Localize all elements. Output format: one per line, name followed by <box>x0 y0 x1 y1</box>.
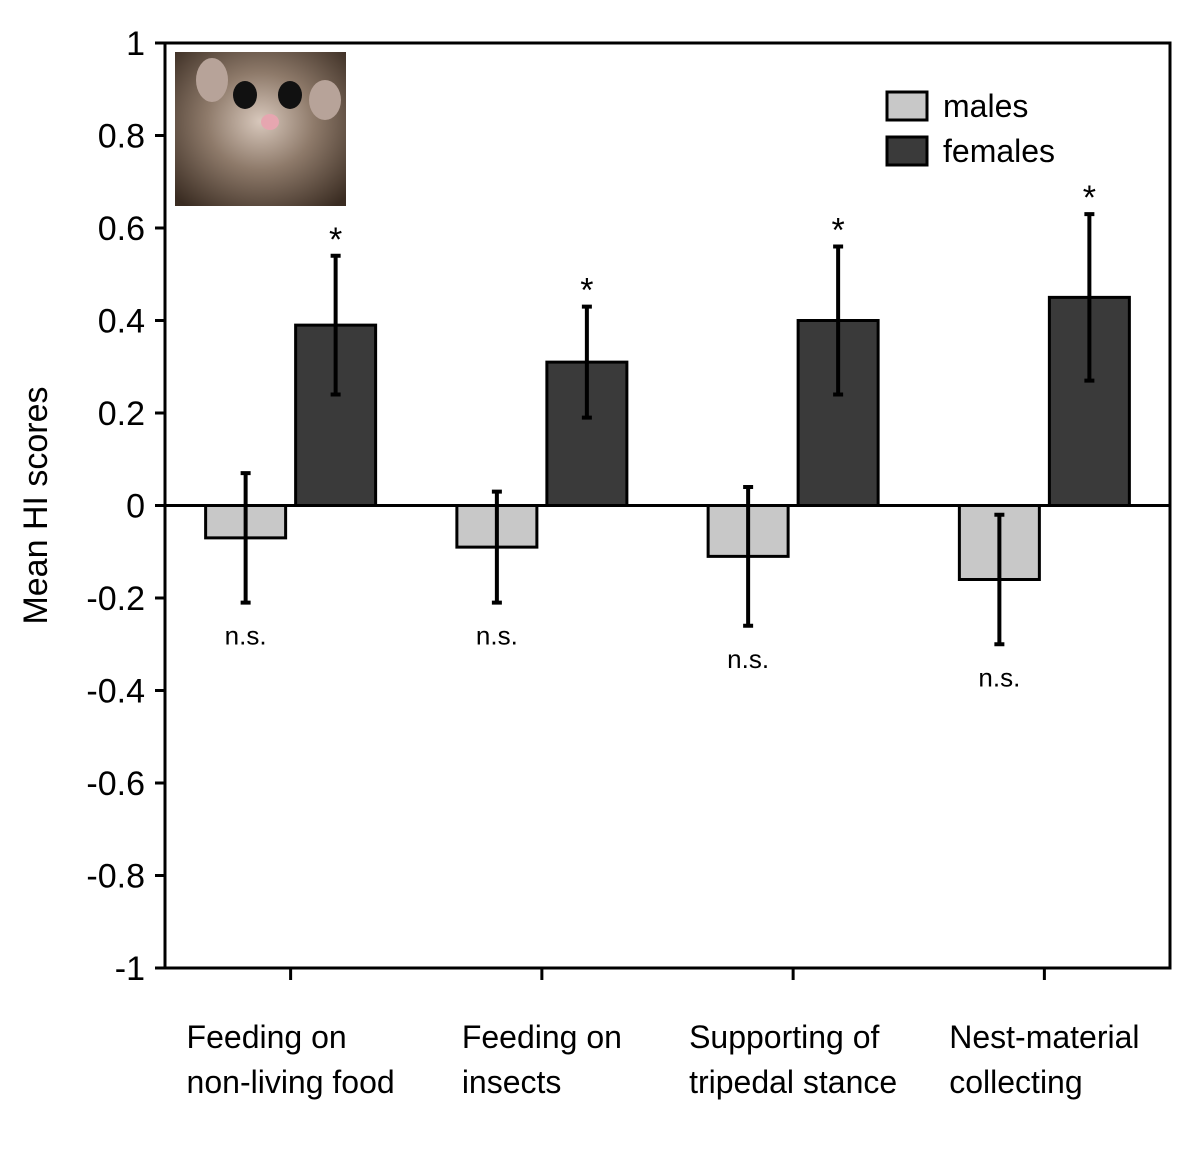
plot-frame <box>163 41 1172 970</box>
significance-label: n.s. <box>727 644 769 674</box>
significance-label: n.s. <box>978 662 1020 692</box>
bar <box>294 323 378 507</box>
y-tick-label: -0.2 <box>86 580 145 618</box>
y-tick-label: -0.6 <box>86 765 145 803</box>
significance-label: n.s. <box>225 621 267 651</box>
significance-label: n.s. <box>476 621 518 651</box>
legend-label: females <box>943 133 1055 169</box>
legend-swatch <box>885 135 929 167</box>
significance-label: * <box>1083 179 1096 217</box>
legend-swatch <box>885 90 929 122</box>
y-tick-label: -0.8 <box>86 858 145 896</box>
significance-label: * <box>329 221 342 259</box>
significance-label: * <box>580 272 593 310</box>
y-tick-label: -0.4 <box>86 673 145 711</box>
y-axis-label: Mean HI scores <box>17 386 55 624</box>
y-tick-label: 0.4 <box>98 303 145 341</box>
x-tick-label: Feeding on non-living food <box>187 1019 395 1100</box>
y-tick-label: -1 <box>115 950 145 988</box>
significance-label: * <box>832 212 845 250</box>
legend-label: males <box>943 88 1028 124</box>
x-tick-label: Nest-material collecting <box>949 1019 1139 1100</box>
y-tick-label: 0.8 <box>98 118 145 156</box>
y-tick-label: 0.6 <box>98 210 145 248</box>
photo-inset <box>175 52 346 206</box>
x-tick-label: Feeding on insects <box>462 1019 622 1100</box>
y-tick-label: 0.2 <box>98 395 145 433</box>
y-tick-label: 0 <box>126 488 145 526</box>
y-tick-label: 1 <box>126 25 145 63</box>
x-tick-label: Supporting of tripedal stance <box>689 1019 897 1100</box>
